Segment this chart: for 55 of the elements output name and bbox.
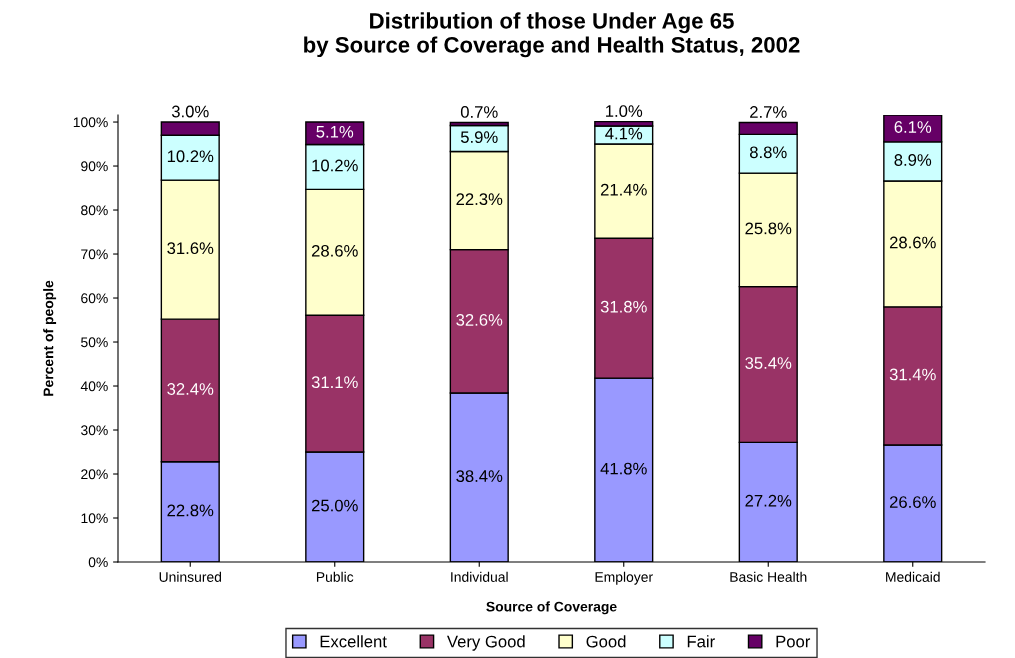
y-tick-label: 100%	[73, 117, 108, 128]
data-label: 0.7%	[460, 106, 498, 118]
data-label: 2.7%	[750, 106, 787, 118]
data-label: 28.6%	[889, 236, 936, 249]
x-tick-label: Medicaid	[886, 571, 940, 582]
data-label: 38.4%	[456, 470, 503, 482]
data-label: 8.8%	[749, 146, 787, 159]
data-label: 25.0%	[311, 499, 358, 512]
legend-label: Fair	[687, 635, 715, 648]
y-tick-label: 0%	[88, 557, 108, 568]
data-label: 31.4%	[889, 368, 936, 381]
data-label: 22.8%	[167, 504, 214, 517]
x-tick-label: Uninsured	[159, 571, 222, 582]
data-label: 10.2%	[312, 159, 358, 172]
data-label: 25.8%	[745, 222, 792, 235]
data-label: 10.2%	[167, 150, 214, 163]
data-label: 31.1%	[311, 376, 358, 389]
y-tick-label: 20%	[81, 469, 108, 480]
data-label: 5.1%	[316, 126, 354, 138]
data-label: 5.9%	[460, 131, 498, 144]
data-label: 6.1%	[894, 121, 932, 133]
legend-label: Excellent	[320, 635, 387, 648]
data-label: 21.4%	[600, 183, 647, 196]
data-label: 3.0%	[171, 105, 209, 118]
y-tick-label: 40%	[80, 381, 108, 392]
x-tick-label: Employer	[595, 571, 653, 585]
data-label: 35.4%	[745, 357, 792, 369]
data-label: 28.6%	[311, 244, 358, 257]
data-label: 27.2%	[745, 494, 792, 507]
legend-label: Poor	[776, 635, 811, 648]
x-tick-label: Basic Health	[730, 571, 807, 582]
y-tick-label: 90%	[81, 161, 108, 172]
chart-title: Distribution of those Under Age 65 by Source of Coverage and Health Status, 2002	[304, 12, 800, 58]
y-tick-label: 30%	[81, 425, 108, 436]
data-label: 31.8%	[600, 300, 647, 313]
data-label: 22.3%	[456, 193, 503, 206]
legend-label: Good	[586, 635, 626, 648]
data-label: 31.6%	[167, 242, 214, 255]
x-tick-label: Individual	[451, 571, 508, 582]
x-tick-label: Public	[316, 571, 354, 582]
y-tick-label: 60%	[81, 293, 108, 304]
data-label: 1.0%	[606, 105, 643, 117]
data-label: 4.1%	[605, 127, 643, 140]
data-label: 8.9%	[894, 154, 932, 166]
x-axis-title: Source of Coverage	[486, 601, 617, 615]
y-tick-label: 80%	[81, 205, 108, 216]
data-label: 32.4%	[167, 383, 214, 395]
legend-label: Very Good	[447, 635, 525, 651]
data-label: 32.6%	[456, 314, 503, 326]
data-label: 26.6%	[889, 496, 936, 508]
data-label: 41.8%	[600, 462, 647, 475]
y-tick-label: 70%	[81, 249, 108, 260]
y-axis-title: Percent of people	[43, 280, 57, 396]
y-tick-label: 10%	[81, 513, 108, 524]
y-tick-label: 50%	[81, 337, 108, 348]
